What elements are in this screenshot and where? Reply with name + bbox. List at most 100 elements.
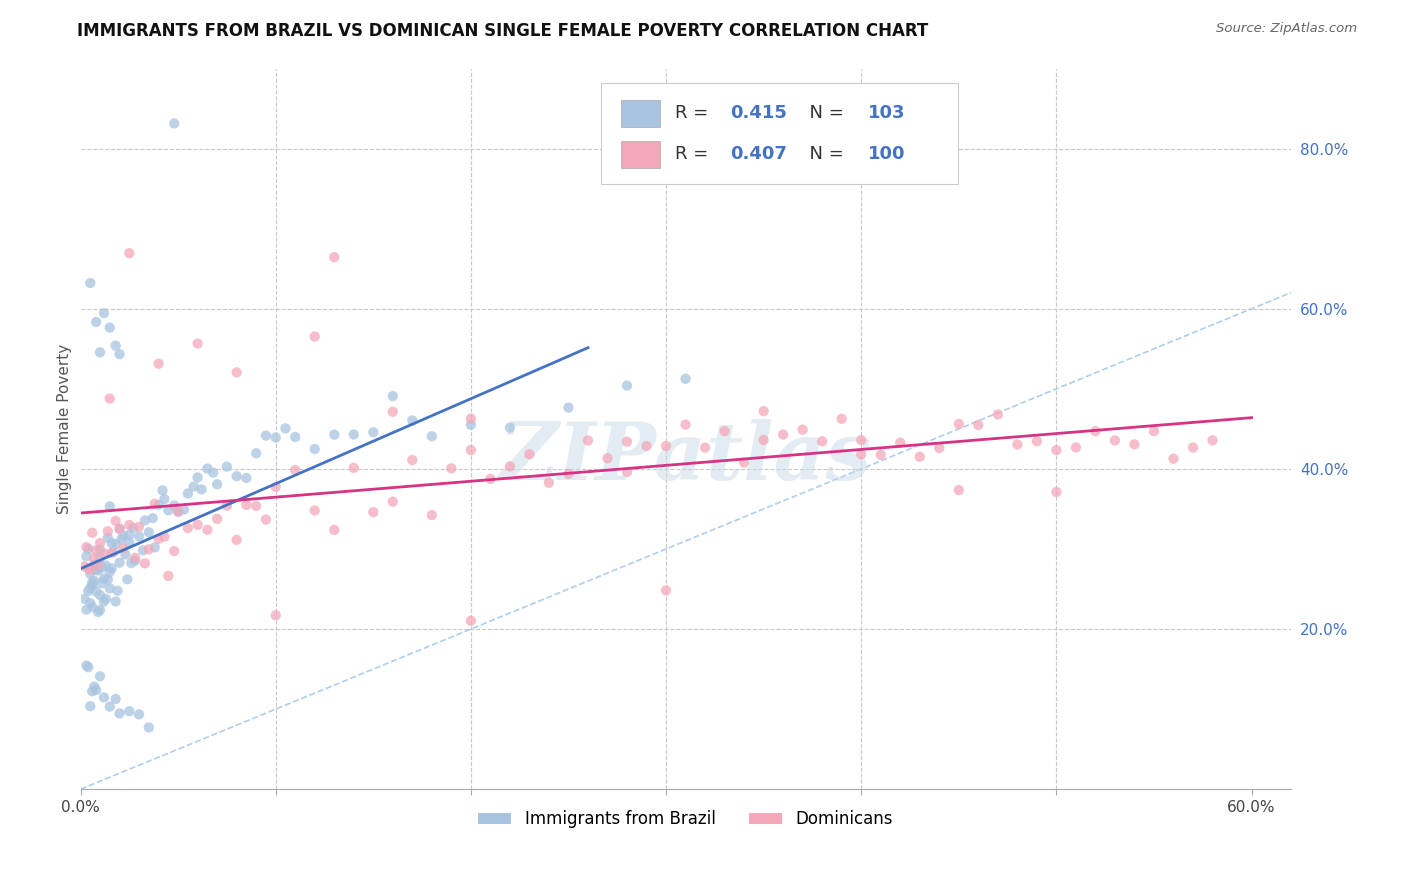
Point bbox=[122, 521, 145, 535]
Y-axis label: Single Female Poverty: Single Female Poverty bbox=[58, 343, 72, 514]
Point bbox=[73, 591, 96, 606]
Point bbox=[284, 463, 307, 477]
Point bbox=[75, 549, 97, 564]
Point bbox=[89, 542, 111, 557]
Point bbox=[128, 520, 150, 534]
Point bbox=[157, 503, 180, 517]
Point bbox=[264, 608, 287, 623]
Point bbox=[323, 427, 346, 442]
Point bbox=[851, 447, 873, 461]
Point bbox=[1007, 437, 1029, 451]
Point bbox=[616, 378, 638, 392]
Point bbox=[75, 540, 97, 554]
Point bbox=[118, 528, 141, 542]
Point bbox=[79, 566, 101, 581]
Point bbox=[167, 504, 190, 518]
Point bbox=[908, 450, 931, 464]
Point bbox=[77, 583, 100, 598]
Point bbox=[163, 116, 186, 130]
Point bbox=[107, 583, 129, 598]
Point bbox=[143, 541, 166, 555]
Point bbox=[215, 499, 238, 513]
Point bbox=[98, 392, 121, 406]
Point bbox=[205, 477, 228, 491]
Point bbox=[89, 550, 111, 565]
Text: N =: N = bbox=[799, 145, 849, 163]
Point bbox=[89, 536, 111, 550]
Point bbox=[128, 529, 150, 543]
Point bbox=[381, 494, 404, 508]
Point bbox=[1201, 434, 1223, 448]
Point bbox=[187, 336, 209, 351]
Point bbox=[420, 508, 443, 523]
Text: 103: 103 bbox=[869, 103, 905, 122]
Point bbox=[304, 329, 326, 343]
Point bbox=[792, 423, 814, 437]
Point bbox=[93, 306, 115, 320]
Point bbox=[304, 503, 326, 517]
Point bbox=[596, 451, 619, 466]
Point bbox=[97, 524, 120, 539]
Point bbox=[73, 559, 96, 574]
Point bbox=[148, 357, 170, 371]
Point bbox=[1163, 451, 1185, 466]
Point bbox=[811, 434, 834, 449]
Point bbox=[79, 562, 101, 576]
Point bbox=[245, 499, 267, 513]
Text: Source: ZipAtlas.com: Source: ZipAtlas.com bbox=[1216, 22, 1357, 36]
Point bbox=[100, 561, 122, 575]
Text: 0.415: 0.415 bbox=[730, 103, 787, 122]
Point bbox=[205, 512, 228, 526]
Text: ZIPatlas: ZIPatlas bbox=[499, 419, 872, 497]
Text: R =: R = bbox=[675, 103, 714, 122]
Point bbox=[104, 338, 127, 352]
Point bbox=[152, 483, 174, 498]
Point bbox=[675, 417, 697, 432]
Text: 100: 100 bbox=[869, 145, 905, 163]
Bar bbox=[621, 100, 661, 128]
Point bbox=[264, 431, 287, 445]
Point bbox=[177, 521, 200, 535]
Point bbox=[114, 548, 136, 562]
Point bbox=[84, 563, 107, 577]
Point bbox=[87, 563, 110, 577]
Point bbox=[752, 433, 775, 447]
Point bbox=[1123, 437, 1146, 451]
Text: 0.407: 0.407 bbox=[730, 145, 787, 163]
Point bbox=[93, 594, 115, 608]
Point bbox=[401, 413, 423, 427]
Point bbox=[79, 596, 101, 610]
Point bbox=[323, 523, 346, 537]
Text: IMMIGRANTS FROM BRAZIL VS DOMINICAN SINGLE FEMALE POVERTY CORRELATION CHART: IMMIGRANTS FROM BRAZIL VS DOMINICAN SING… bbox=[77, 22, 928, 40]
Point bbox=[264, 480, 287, 494]
Point bbox=[128, 707, 150, 722]
Point bbox=[752, 404, 775, 418]
Point bbox=[636, 439, 658, 453]
Point bbox=[831, 412, 853, 426]
Point bbox=[79, 699, 101, 714]
Point bbox=[103, 545, 125, 559]
Point bbox=[460, 443, 482, 458]
Point bbox=[104, 514, 127, 528]
Point bbox=[153, 492, 176, 507]
Point bbox=[163, 499, 186, 513]
Point bbox=[143, 497, 166, 511]
Point bbox=[1084, 424, 1107, 438]
Point bbox=[82, 578, 104, 592]
Point bbox=[77, 660, 100, 674]
Point bbox=[112, 541, 135, 556]
Point bbox=[75, 602, 97, 616]
Point bbox=[215, 459, 238, 474]
Point bbox=[163, 544, 186, 558]
Point bbox=[108, 522, 131, 536]
Point bbox=[75, 658, 97, 673]
Point bbox=[93, 690, 115, 705]
Point bbox=[183, 479, 205, 493]
Point bbox=[89, 345, 111, 359]
Point bbox=[94, 558, 117, 573]
Point bbox=[928, 441, 950, 455]
Point bbox=[84, 315, 107, 329]
Point bbox=[84, 559, 107, 574]
Point bbox=[84, 543, 107, 558]
Point bbox=[100, 546, 122, 560]
